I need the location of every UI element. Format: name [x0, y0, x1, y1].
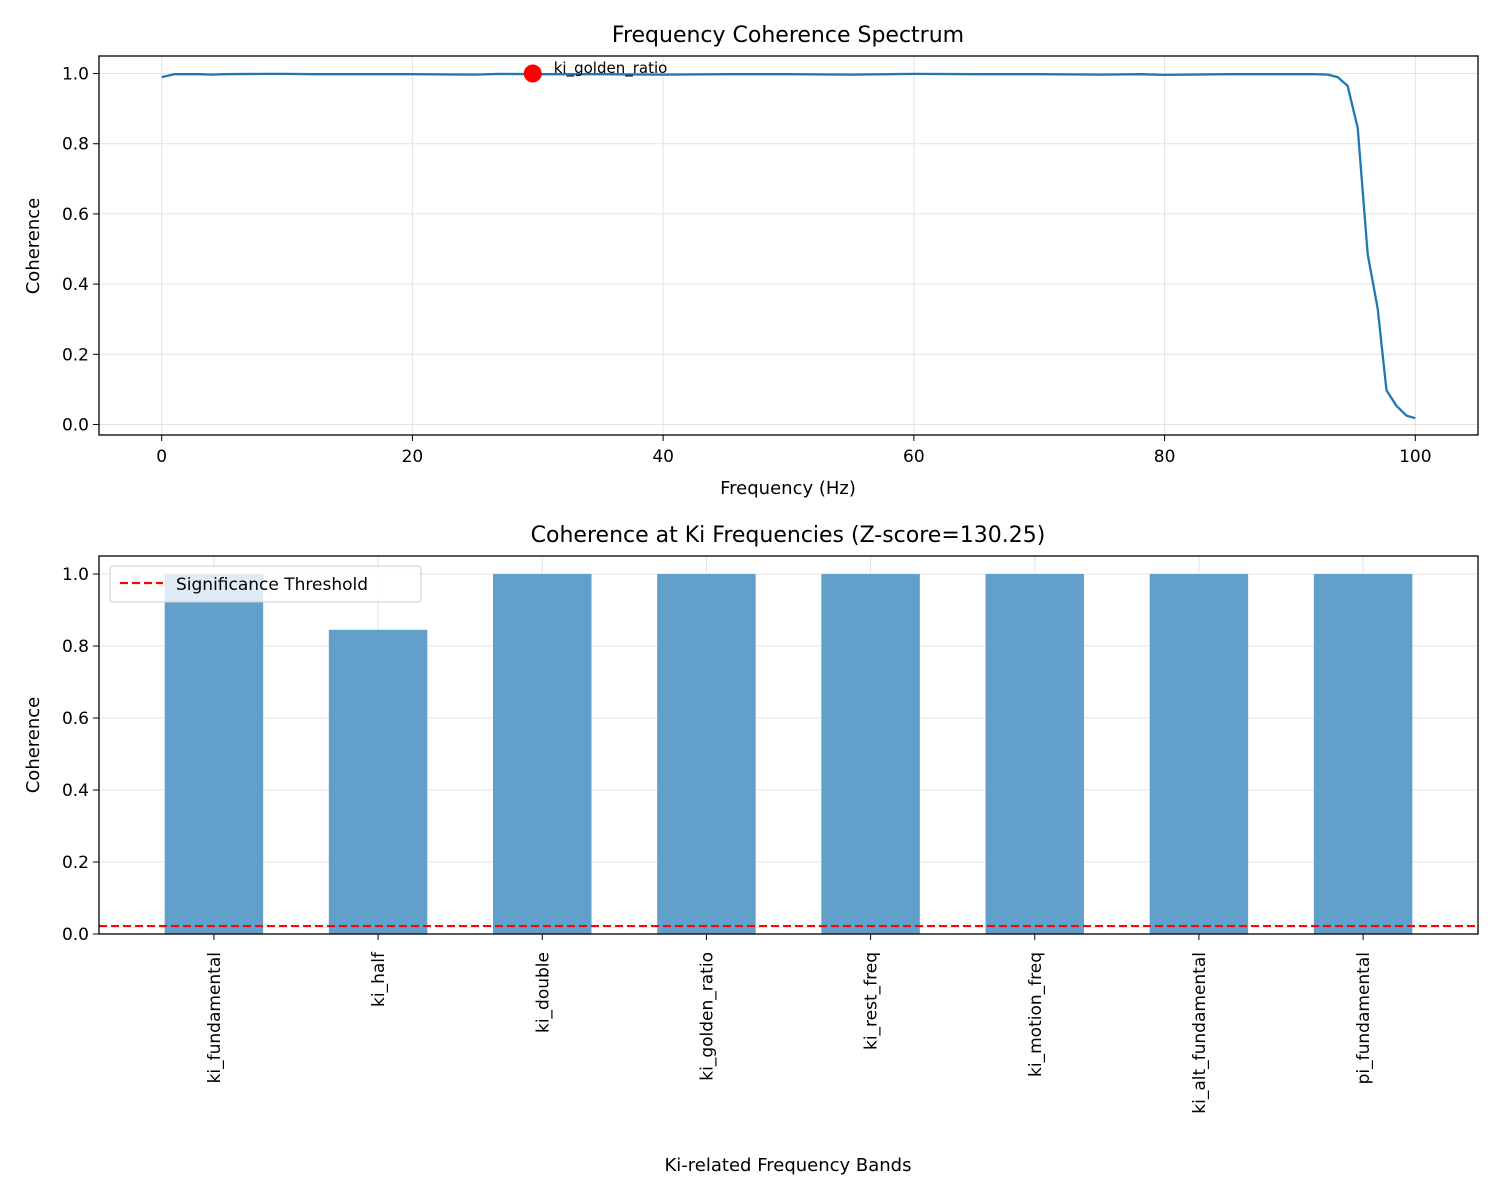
bar-x-tick-label: pi_fundamental — [1354, 952, 1374, 1084]
spectrum-y-tick-label: 0.6 — [62, 205, 89, 225]
spectrum-x-tick-label: 40 — [652, 447, 674, 467]
bar-ki_fundamental — [164, 574, 264, 934]
spectrum-data: ki_golden_ratio — [161, 59, 1416, 420]
bar-ki_double — [493, 574, 592, 934]
bar-x-axis-label: Ki-related Frequency Bands — [665, 1155, 912, 1176]
bar-x-tick-label: ki_rest_freq — [862, 952, 882, 1050]
spectrum-title: Frequency Coherence Spectrum — [612, 23, 964, 48]
spectrum-x-tick-label: 20 — [402, 447, 424, 467]
spectrum-y-tick-label: 0.0 — [62, 415, 89, 435]
bar-grid — [99, 556, 1478, 935]
bar-x-tick-label: ki_half — [369, 951, 389, 1007]
bar-y-tick-label: 0.4 — [62, 781, 89, 801]
bar-y-axis-label: Coherence — [23, 697, 44, 794]
bar-ki_half — [328, 629, 428, 934]
bar-x-tick-label: ki_golden_ratio — [697, 952, 717, 1081]
bar-ki_rest_freq — [821, 574, 920, 934]
bar-x-tick-label: ki_motion_freq — [1026, 952, 1046, 1077]
spectrum-x-tick-label: 100 — [1399, 447, 1431, 467]
bar-x-tick-label: ki_fundamental — [205, 952, 225, 1083]
bar-ki_alt_fundamental — [1149, 574, 1249, 934]
bar-axes-frame — [98, 555, 1479, 935]
bar-panel: Coherence at Ki Frequencies (Z-score=130… — [23, 523, 1479, 1176]
spectrum-y-tick-label: 0.8 — [62, 135, 89, 155]
legend-box — [109, 565, 422, 603]
bar-y-tick-label: 0.8 — [62, 637, 89, 657]
bar-title: Coherence at Ki Frequencies (Z-score=130… — [531, 523, 1046, 548]
spectrum-x-tick-label: 60 — [903, 447, 925, 467]
bar-pi_fundamental — [1313, 574, 1413, 934]
bar-ticks: 0.0 0.2 0.4 0.6 0.8 1.0 ki_fundamental ki_half k… — [62, 565, 1374, 1114]
spectrum-x-tick-label: 80 — [1154, 447, 1176, 467]
ki-golden-ratio-annotation: ki_golden_ratio — [554, 59, 668, 78]
spectrum-panel: Frequency Coherence Spectrum ki_golden_r… — [23, 23, 1479, 499]
spectrum-grid — [99, 56, 1478, 435]
bar-x-tick-label: ki_alt_fundamental — [1190, 952, 1210, 1114]
spectrum-x-tick-label: 0 — [156, 447, 167, 467]
legend: Significance Threshold — [109, 565, 422, 603]
ki-golden-ratio-marker — [523, 64, 542, 83]
legend-threshold-label: Significance Threshold — [176, 575, 368, 595]
bar-data — [99, 574, 1478, 934]
bar-ki_motion_freq — [985, 574, 1084, 934]
spectrum-line — [161, 72, 1416, 420]
spectrum-ticks: 0 20 40 60 80 100 0.0 0.2 0.4 0.6 0.8 1.0 — [62, 65, 1432, 467]
spectrum-y-axis-label: Coherence — [23, 198, 44, 295]
spectrum-y-tick-label: 1.0 — [62, 65, 89, 85]
bar-y-tick-label: 0.6 — [62, 709, 89, 729]
bar-x-tick-label: ki_double — [533, 952, 553, 1033]
bar-y-tick-label: 1.0 — [62, 565, 89, 585]
bar-y-tick-label: 0.2 — [62, 853, 89, 873]
spectrum-y-tick-label: 0.4 — [62, 275, 89, 295]
bar-y-tick-label: 0.0 — [62, 925, 89, 945]
spectrum-x-axis-label: Frequency (Hz) — [720, 478, 856, 499]
bar-ki_golden_ratio — [657, 574, 756, 934]
spectrum-axes-frame — [98, 55, 1479, 436]
spectrum-y-tick-label: 0.2 — [62, 345, 89, 365]
